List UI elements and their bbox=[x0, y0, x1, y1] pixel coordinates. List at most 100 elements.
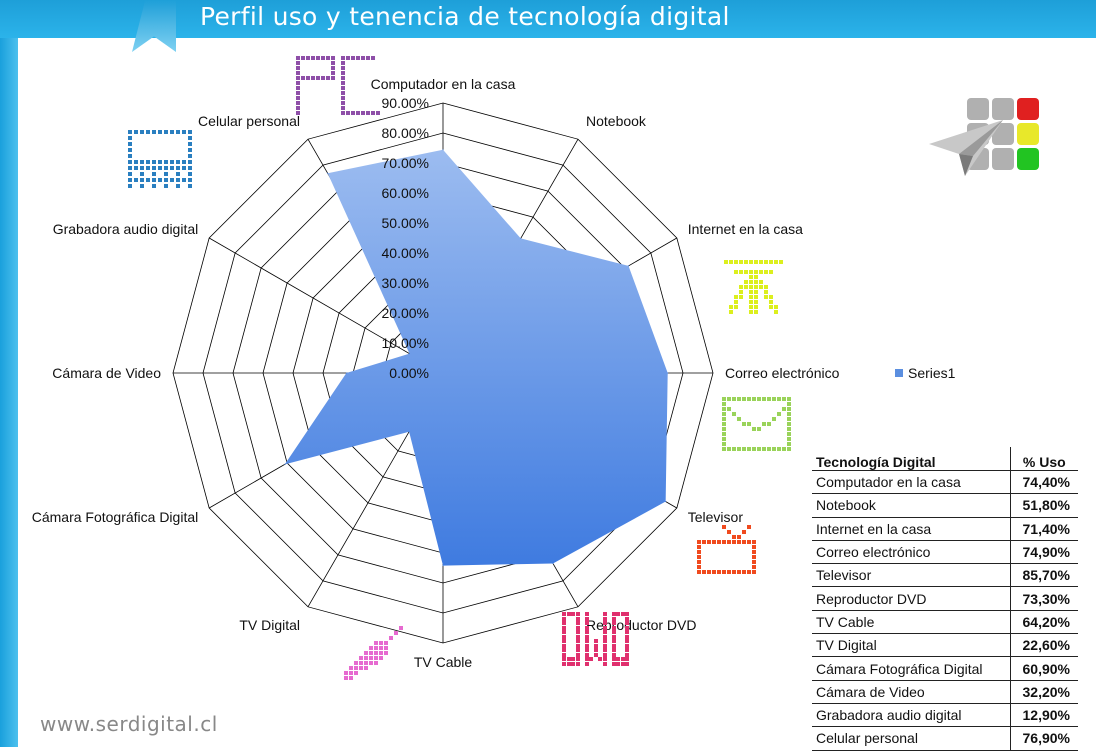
icon-pixel bbox=[602, 648, 607, 652]
icon-pixel bbox=[611, 616, 616, 621]
dvd-icon bbox=[562, 612, 634, 694]
icon-pixel bbox=[188, 172, 192, 176]
icon-pixel bbox=[749, 280, 753, 284]
icon-pixel bbox=[611, 657, 616, 661]
icon-pixel bbox=[170, 178, 174, 182]
icon-pixel bbox=[722, 570, 726, 574]
icon-pixel bbox=[584, 648, 589, 652]
icon-pixel bbox=[152, 172, 156, 176]
table-cell-pct: 22,60% bbox=[1009, 633, 1078, 658]
table-row: Televisor 85,70% bbox=[812, 563, 1078, 588]
icon-pixel bbox=[584, 634, 589, 639]
icon-pixel bbox=[341, 101, 345, 105]
icon-pixel bbox=[371, 56, 375, 60]
icon-pixel bbox=[772, 417, 776, 421]
icon-pixel bbox=[188, 142, 192, 146]
icon-pixel bbox=[764, 290, 768, 294]
icon-pixel bbox=[164, 166, 168, 170]
icon-pixel bbox=[774, 305, 778, 309]
icon-pixel bbox=[625, 648, 629, 652]
icon-pixel bbox=[722, 447, 726, 451]
table-cell-tech: Notebook bbox=[812, 493, 1011, 518]
icon-pixel bbox=[158, 160, 162, 164]
icon-pixel bbox=[782, 407, 786, 411]
icon-pixel bbox=[562, 625, 566, 630]
icon-pixel bbox=[344, 671, 348, 675]
icon-pixel bbox=[311, 76, 315, 80]
icon-pixel bbox=[584, 621, 589, 625]
icon-pixel bbox=[188, 148, 192, 152]
icon-pixel bbox=[341, 111, 345, 115]
icon-pixel bbox=[744, 270, 748, 274]
icon-pixel bbox=[749, 285, 753, 289]
icon-pixel bbox=[341, 76, 345, 80]
antenna-icon bbox=[724, 260, 788, 320]
radar-axis-label: Internet en la casa bbox=[688, 221, 803, 237]
icon-pixel bbox=[787, 417, 791, 421]
icon-pixel bbox=[331, 76, 335, 80]
icon-pixel bbox=[611, 639, 616, 643]
icon-pixel bbox=[146, 130, 150, 134]
table-cell-tech: TV Digital bbox=[812, 633, 1011, 658]
radar-point bbox=[667, 372, 669, 374]
icon-pixel bbox=[364, 666, 368, 670]
icon-pixel bbox=[575, 634, 580, 639]
icon-pixel bbox=[379, 656, 383, 660]
icon-pixel bbox=[625, 612, 629, 616]
table-row: TV Cable 64,20% bbox=[812, 610, 1078, 635]
icon-pixel bbox=[752, 447, 756, 451]
icon-pixel bbox=[176, 130, 180, 134]
icon-pixel bbox=[759, 270, 763, 274]
icon-pixel bbox=[188, 136, 192, 140]
icon-pixel bbox=[164, 178, 168, 182]
icon-pixel bbox=[296, 91, 300, 95]
icon-pixel bbox=[566, 657, 571, 661]
icon-pixel bbox=[584, 639, 589, 643]
table-row: Notebook 51,80% bbox=[812, 493, 1078, 518]
icon-pixel bbox=[769, 260, 773, 264]
icon-pixel bbox=[737, 417, 741, 421]
icon-pixel bbox=[369, 651, 373, 655]
icon-pixel bbox=[296, 86, 300, 90]
icon-pixel bbox=[584, 643, 589, 648]
icon-pixel bbox=[562, 616, 566, 621]
radar-axis-label: Computador en la casa bbox=[371, 76, 516, 92]
icon-pixel bbox=[747, 570, 751, 574]
icon-pixel bbox=[349, 666, 353, 670]
icon-pixel bbox=[747, 525, 751, 529]
radar-tick-label: 10.00% bbox=[382, 335, 429, 351]
icon-pixel bbox=[356, 56, 360, 60]
icon-pixel bbox=[344, 676, 348, 680]
icon-pixel bbox=[571, 657, 575, 661]
icon-pixel bbox=[625, 616, 629, 621]
icon-pixel bbox=[364, 661, 368, 665]
icon-pixel bbox=[316, 76, 320, 80]
icon-pixel bbox=[752, 550, 756, 554]
icon-pixel bbox=[331, 71, 335, 75]
radar-axis-label: Correo electrónico bbox=[725, 365, 840, 381]
icon-pixel bbox=[562, 612, 566, 616]
icon-pixel bbox=[566, 661, 571, 666]
radar-tick-label: 20.00% bbox=[382, 305, 429, 321]
icon-pixel bbox=[611, 634, 616, 639]
icon-pixel bbox=[134, 166, 138, 170]
icon-pixel bbox=[777, 447, 781, 451]
icon-pixel bbox=[128, 130, 132, 134]
icon-pixel bbox=[734, 300, 738, 304]
icon-pixel bbox=[749, 270, 753, 274]
table-cell-tech: Televisor bbox=[812, 563, 1011, 588]
icon-pixel bbox=[762, 447, 766, 451]
icon-pixel bbox=[296, 56, 300, 60]
icon-pixel bbox=[361, 56, 365, 60]
icon-pixel bbox=[749, 295, 753, 299]
icon-pixel bbox=[717, 570, 721, 574]
icon-pixel bbox=[732, 535, 736, 539]
table-header-tech: Tecnología Digital bbox=[812, 447, 1011, 471]
icon-pixel bbox=[369, 656, 373, 660]
icon-pixel bbox=[749, 310, 753, 314]
icon-pixel bbox=[739, 270, 743, 274]
table-row: Cámara Fotográfica Digital 60,90% bbox=[812, 656, 1078, 681]
radar-axis-label: Notebook bbox=[586, 113, 647, 129]
icon-pixel bbox=[176, 160, 180, 164]
icon-pixel bbox=[394, 631, 398, 635]
